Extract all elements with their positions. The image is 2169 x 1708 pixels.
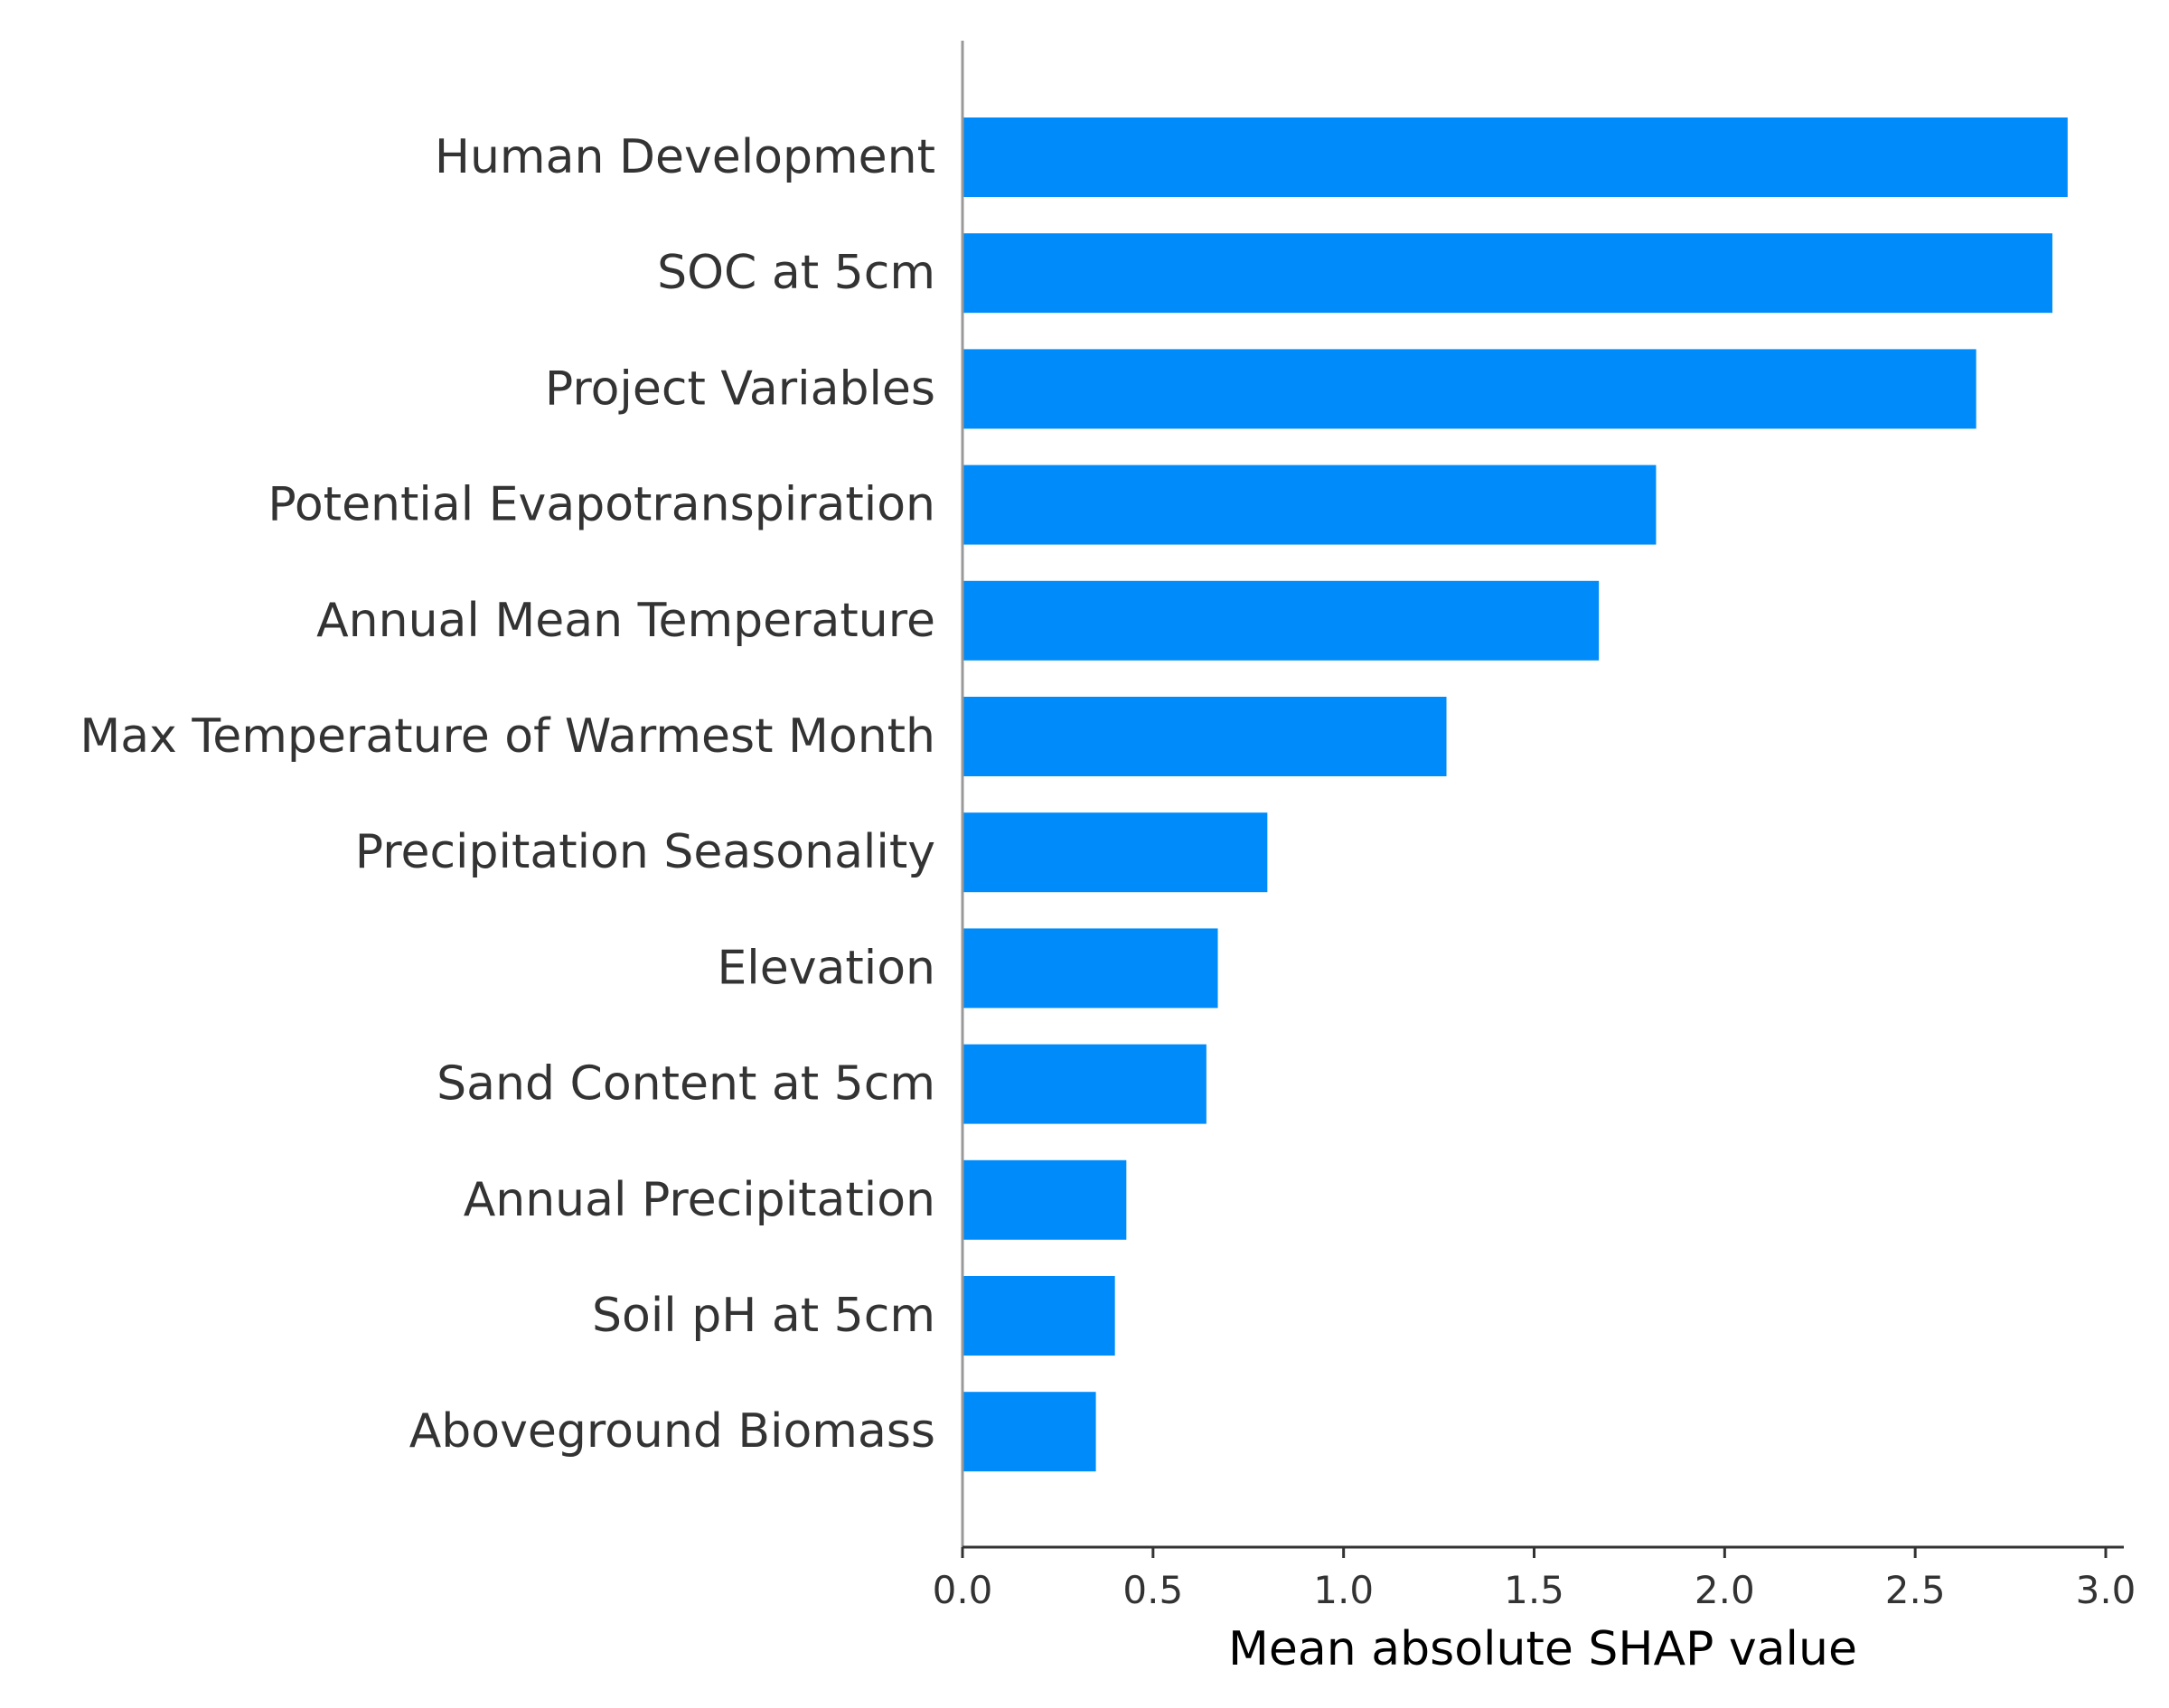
feature-label-5: Max Temperature of Warmest Month xyxy=(80,709,935,764)
feature-label-10: Soil pH at 5cm xyxy=(592,1289,935,1343)
feature-label-6: Precipitation Seasonality xyxy=(355,825,935,879)
bar-8 xyxy=(962,1044,1207,1124)
x-tick-label-2: 1.0 xyxy=(1313,1568,1374,1612)
feature-label-9: Annual Precipitation xyxy=(464,1173,935,1227)
feature-label-7: Elevation xyxy=(717,941,935,995)
bar-7 xyxy=(962,928,1218,1009)
x-tick-label-0: 0.0 xyxy=(933,1568,993,1612)
feature-label-3: Potential Evapotranspiration xyxy=(268,478,935,532)
feature-label-8: Sand Content at 5cm xyxy=(437,1057,935,1112)
feature-label-4: Annual Mean Temperature xyxy=(316,594,935,648)
feature-label-2: Project Variables xyxy=(545,361,935,416)
feature-label-1: SOC at 5cm xyxy=(657,246,935,300)
bar-10 xyxy=(962,1276,1115,1356)
x-tick-label-1: 0.5 xyxy=(1122,1568,1183,1612)
feature-label-0: Human Development xyxy=(435,130,935,184)
x-ticks-group: 0.0 0.5 1.0 1.5 2.0 2.5 3.0 xyxy=(933,1547,2136,1612)
x-axis-title: Mean absolute SHAP value xyxy=(1228,1622,1857,1676)
bar-1 xyxy=(962,233,2052,314)
x-tick-label-6: 3.0 xyxy=(2076,1568,2136,1612)
bar-11 xyxy=(962,1392,1096,1472)
bar-6 xyxy=(962,812,1268,893)
feature-label-11: Aboveground Biomass xyxy=(409,1404,935,1459)
feature-labels-group: Human Development SOC at 5cm Project Varia… xyxy=(80,130,935,1459)
x-tick-label-4: 2.0 xyxy=(1695,1568,1755,1612)
x-tick-label-3: 1.5 xyxy=(1504,1568,1564,1612)
bar-9 xyxy=(962,1159,1127,1240)
bar-2 xyxy=(962,349,1977,429)
bar-3 xyxy=(962,465,1657,545)
bar-4 xyxy=(962,580,1600,661)
bar-5 xyxy=(962,697,1447,776)
x-tick-label-5: 2.5 xyxy=(1885,1568,1946,1612)
bar-0 xyxy=(962,117,2068,197)
bars-group xyxy=(962,117,2068,1472)
